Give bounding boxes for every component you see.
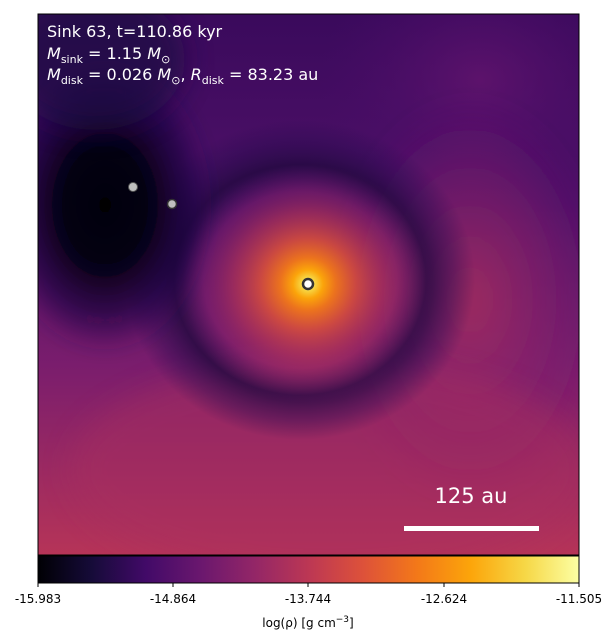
- colorbar-axis-label: log(ρ) [g cm−3]: [262, 615, 353, 630]
- density-map: [38, 14, 579, 555]
- plot-frame: [37, 13, 580, 556]
- sink-primary: [301, 277, 315, 291]
- scale-bar-label: 125 au: [435, 484, 508, 508]
- colorbar-tick-label: -11.505: [556, 592, 602, 606]
- colorbar-tick-label: -13.744: [285, 592, 331, 606]
- sink-companion-2: [166, 198, 178, 210]
- colorbar: [37, 555, 580, 584]
- colorbar-tick-label: -15.983: [15, 592, 61, 606]
- scale-bar: [404, 526, 539, 531]
- colorbar-ticks: [37, 583, 580, 587]
- colorbar-tick-label: -14.864: [150, 592, 196, 606]
- sink-mass-label: Msink = 1.15 M⊙: [47, 44, 170, 66]
- colorbar-tick-label: -12.624: [421, 592, 467, 606]
- disk-properties-label: Mdisk = 0.026 M⊙, Rdisk = 83.23 au: [47, 65, 318, 87]
- panel-title: Sink 63, t=110.86 kyr: [47, 22, 223, 41]
- sink-companion-1: [128, 182, 138, 192]
